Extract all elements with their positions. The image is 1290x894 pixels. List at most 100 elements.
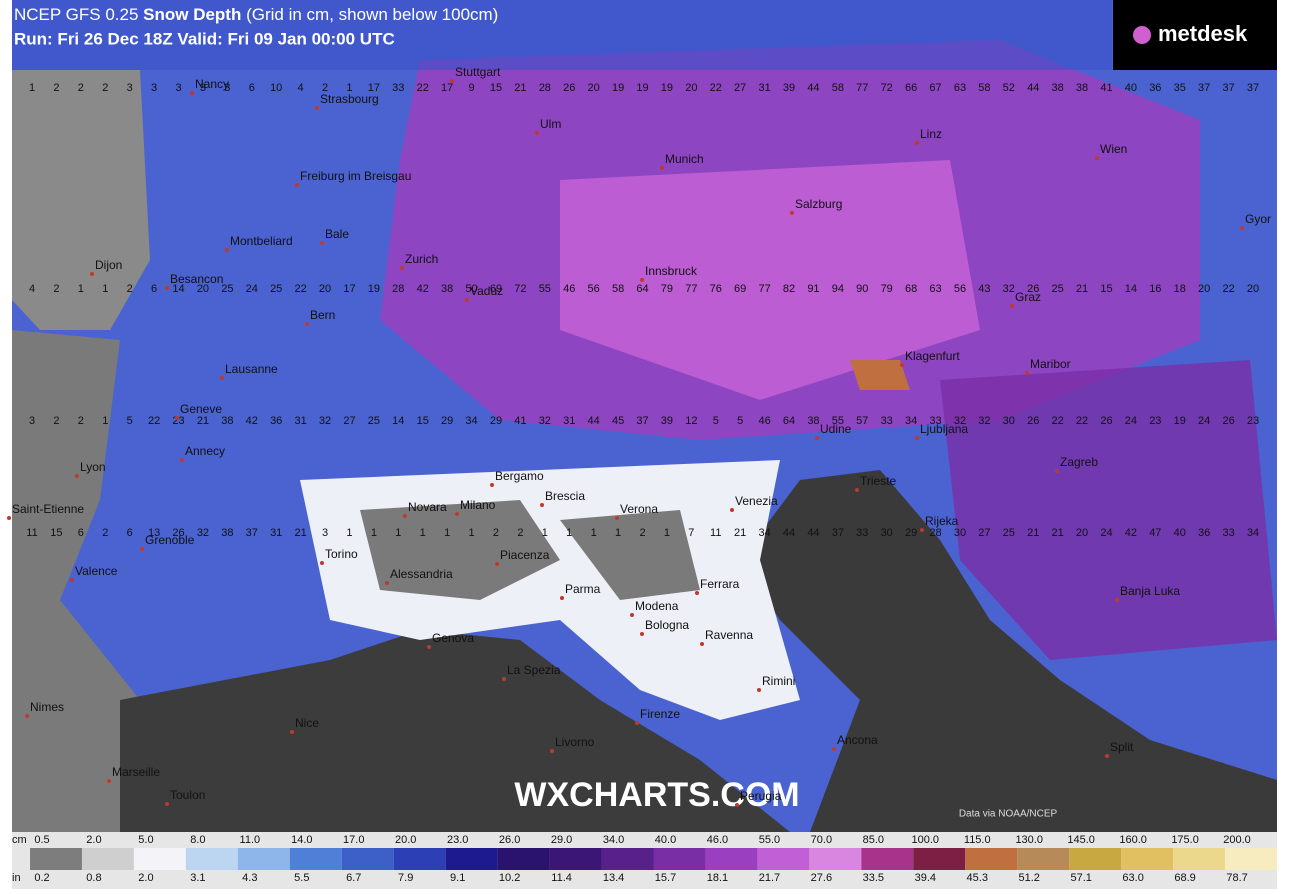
city-marker <box>165 802 169 806</box>
city-marker <box>175 416 179 420</box>
city-label: Klagenfurt <box>905 349 960 363</box>
legend-in-label: 9.1 <box>450 872 465 884</box>
city-marker <box>75 474 79 478</box>
legend-cm-label: 160.0 <box>1119 834 1147 846</box>
grid-value: 2 <box>78 415 84 427</box>
city-label: Bergamo <box>495 469 544 483</box>
grid-value: 20 <box>1198 283 1210 295</box>
legend-swatch <box>653 848 706 870</box>
grid-value: 2 <box>53 82 59 94</box>
city-marker <box>465 298 469 302</box>
grid-value: 1 <box>468 527 474 539</box>
header-band <box>12 0 1112 70</box>
grid-value: 32 <box>197 527 209 539</box>
city-label: Lyon <box>80 460 106 474</box>
grid-value: 37 <box>1198 82 1210 94</box>
city-marker <box>90 272 94 276</box>
legend-in-label: 6.7 <box>346 872 361 884</box>
grid-value: 3 <box>127 82 133 94</box>
deepest-snow <box>560 160 980 400</box>
grid-value: 50 <box>465 283 477 295</box>
grid-value: 67 <box>929 82 941 94</box>
legend-in-label: 45.3 <box>967 872 988 884</box>
legend-swatch <box>965 848 1018 870</box>
grid-value: 15 <box>417 415 429 427</box>
grid-value: 26 <box>1027 283 1039 295</box>
grid-value: 77 <box>685 283 697 295</box>
city-marker <box>900 363 904 367</box>
legend-swatch <box>341 848 394 870</box>
legend-swatch <box>1017 848 1070 870</box>
credit: Data via NOAA/NCEP <box>959 809 1058 820</box>
grid-value: 22 <box>1222 283 1234 295</box>
city-marker <box>220 376 224 380</box>
grid-value: 36 <box>1198 527 1210 539</box>
city-label: Ulm <box>540 117 561 131</box>
grid-value: 12 <box>685 415 697 427</box>
grid-value: 17 <box>368 82 380 94</box>
grid-value: 11 <box>710 527 721 539</box>
grid-value: 64 <box>783 415 795 427</box>
grid-value: 30 <box>881 527 893 539</box>
grid-value: 46 <box>758 415 770 427</box>
city-marker <box>320 241 324 245</box>
grid-value: 41 <box>514 415 526 427</box>
grid-value: 2 <box>517 527 523 539</box>
peak <box>850 360 910 390</box>
legend-in-label: 57.1 <box>1070 872 1091 884</box>
grid-value: 39 <box>783 82 795 94</box>
grid-value: 14 <box>392 415 404 427</box>
city-label: Grenoble <box>145 533 195 547</box>
grid-value: 1 <box>29 82 35 94</box>
city-label: Freiburg im Breisgau <box>300 169 411 183</box>
city-label: Dijon <box>95 258 122 272</box>
grid-value: 2 <box>493 527 499 539</box>
grid-value: 19 <box>368 283 380 295</box>
grid-value: 32 <box>539 415 551 427</box>
grid-value: 20 <box>319 283 331 295</box>
legend-cm-label: 145.0 <box>1067 834 1095 846</box>
grid-value: 7 <box>688 527 694 539</box>
grid-value: 52 <box>1003 82 1015 94</box>
bare-land <box>12 70 150 330</box>
grid-value: 42 <box>246 415 258 427</box>
grid-value: 33 <box>1222 527 1234 539</box>
legend-in-label: 7.9 <box>398 872 413 884</box>
grid-value: 38 <box>441 283 453 295</box>
grid-value: 69 <box>734 283 746 295</box>
city-marker <box>815 436 819 440</box>
city-marker <box>140 547 144 551</box>
city-marker <box>495 562 499 566</box>
city-marker <box>305 322 309 326</box>
city-marker <box>315 106 319 110</box>
grid-value: 34 <box>1247 527 1259 539</box>
city-label: Ancona <box>837 733 878 747</box>
city-marker <box>427 645 431 649</box>
grid-value: 63 <box>954 82 966 94</box>
legend-cm-label: 17.0 <box>343 834 364 846</box>
grid-value: 22 <box>1052 415 1064 427</box>
grid-value: 44 <box>783 527 795 539</box>
city-label: Bern <box>310 308 335 322</box>
grid-value: 22 <box>1076 415 1088 427</box>
grid-value: 15 <box>1100 283 1112 295</box>
city-label: Venezia <box>735 494 778 508</box>
city-marker <box>540 503 544 507</box>
title: NCEP GFS 0.25 Snow Depth (Grid in cm, sh… <box>14 5 498 24</box>
legend-cm-label: 8.0 <box>190 834 205 846</box>
grid-value: 3 <box>151 82 157 94</box>
grid-value: 44 <box>807 82 819 94</box>
grid-value: 1 <box>395 527 401 539</box>
grid-value: 58 <box>832 82 844 94</box>
legend-swatch <box>757 848 810 870</box>
city-label: Nimes <box>30 700 64 714</box>
grid-value: 77 <box>758 283 770 295</box>
city-label: Rijeka <box>925 514 959 528</box>
city-label: Banja Luka <box>1120 584 1180 598</box>
city-label: Livorno <box>555 735 595 749</box>
grid-value: 25 <box>1003 527 1015 539</box>
legend-swatch <box>1121 848 1174 870</box>
grid-value: 55 <box>832 415 844 427</box>
city-marker <box>1095 156 1099 160</box>
